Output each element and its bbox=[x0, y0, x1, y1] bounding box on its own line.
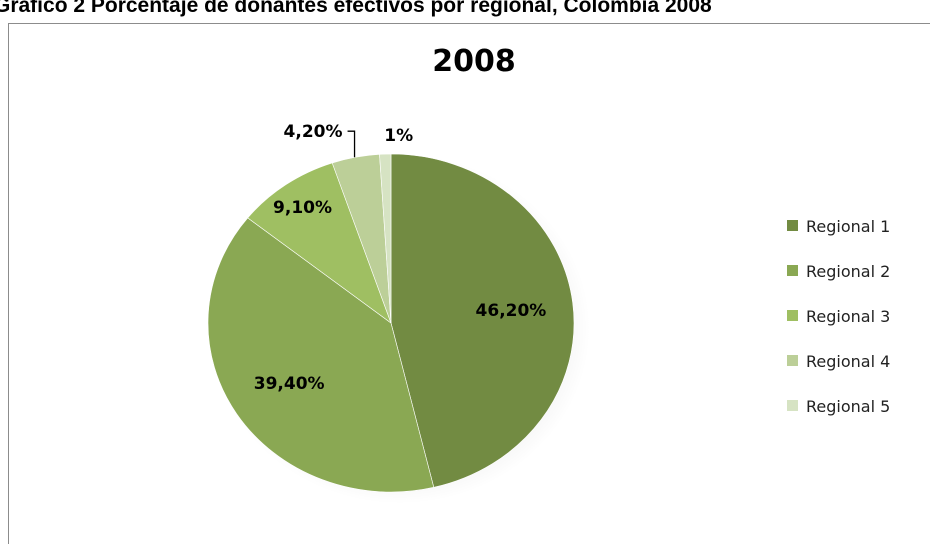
pie-slice-regional-2 bbox=[207, 217, 435, 493]
chart-area: 2008 46,20% 39,40% 9,10% 4,20% 1% Regional 1… bbox=[8, 23, 930, 544]
legend-label-regional-5: Regional 5 bbox=[806, 397, 890, 416]
data-label-regional-2: 39,40% bbox=[254, 374, 325, 394]
legend-swatch-regional-5 bbox=[787, 400, 798, 411]
data-label-regional-4: 4,20% bbox=[284, 122, 343, 142]
pie-slice-regional-5 bbox=[379, 153, 392, 324]
legend-swatch-regional-1 bbox=[787, 220, 798, 231]
data-label-regional-1: 46,20% bbox=[476, 301, 547, 321]
leader-line bbox=[347, 130, 356, 158]
pie-data-labels: 46,20% 39,40% 9,10% 4,20% 1% bbox=[254, 122, 547, 394]
figure-caption: Grafico 2 Porcentaje de donantes efectiv… bbox=[0, 0, 712, 17]
legend-label-regional-4: Regional 4 bbox=[806, 352, 890, 371]
legend-label-regional-2: Regional 2 bbox=[806, 262, 890, 281]
legend-swatch-regional-4 bbox=[787, 355, 798, 366]
data-label-regional-3: 9,10% bbox=[273, 198, 332, 218]
legend-label-regional-3: Regional 3 bbox=[806, 307, 890, 326]
pie-slices bbox=[207, 153, 575, 493]
pie-slice-regional-3 bbox=[247, 162, 392, 324]
pie-chart: 2008 46,20% 39,40% 9,10% 4,20% 1% Regional 1… bbox=[207, 44, 890, 504]
legend-label-regional-1: Regional 1 bbox=[806, 217, 890, 236]
chart-title: 2008 bbox=[432, 44, 516, 79]
legend-swatch-regional-3 bbox=[787, 310, 798, 321]
data-label-regional-5: 1% bbox=[384, 126, 413, 146]
pie-slice-regional-1 bbox=[390, 153, 575, 488]
legend-swatch-regional-2 bbox=[787, 265, 798, 276]
legend: Regional 1 Regional 2 Regional 3 Regional 4… bbox=[787, 217, 890, 416]
